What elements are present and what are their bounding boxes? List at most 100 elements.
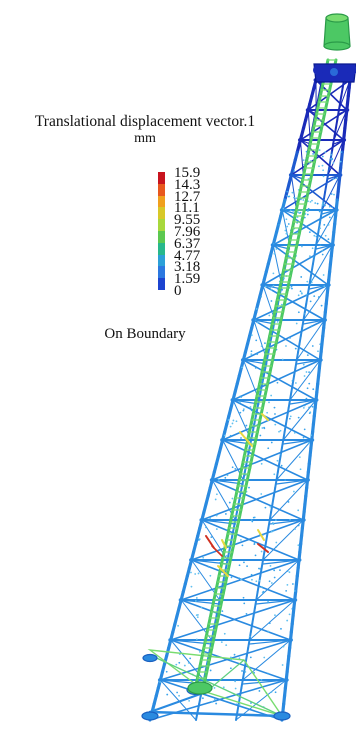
legend-swatch [158, 278, 165, 290]
mesh-sample-dot [306, 387, 309, 390]
tower-top-cap [313, 13, 356, 83]
mesh-sample-dot [303, 312, 306, 315]
mesh-sample-dot [195, 597, 198, 599]
joint-node [230, 398, 236, 402]
tower-leg-back [284, 415, 289, 425]
mesh-sample-dot [303, 404, 306, 407]
mesh-sample-dot [220, 641, 223, 644]
mesh-sample-dot [200, 606, 203, 609]
mesh-sample-dot [305, 397, 308, 400]
mesh-sample-dot [272, 272, 275, 275]
tower-leg-back [252, 607, 256, 617]
tower-leg-back [269, 335, 273, 345]
mesh-sample-dot [262, 380, 264, 382]
mesh-sample-dot [274, 691, 277, 694]
mesh-sample-dot [269, 564, 272, 567]
mesh-sample-dot [250, 353, 253, 355]
diagonal-brace [333, 109, 348, 141]
diagonal-brace [281, 209, 334, 246]
legend-tick-label: 1.59 [174, 271, 201, 288]
mesh-sample-dot [229, 425, 232, 428]
mesh-sample-dot [297, 544, 300, 547]
mesh-sample-dot [292, 490, 295, 493]
mesh-sample-dot [235, 703, 238, 706]
tower-leg-back [213, 615, 218, 625]
mesh-sample-dot [320, 304, 323, 307]
yellow-hotspot [221, 539, 227, 549]
joint-node [313, 398, 319, 402]
mesh-sample-dot [197, 572, 200, 575]
yellow-hotspot [261, 413, 269, 421]
mesh-sample-dot [177, 624, 179, 627]
mesh-sample-dot [210, 536, 213, 539]
mesh-sample-dot [226, 474, 229, 477]
mesh-sample-dot [253, 543, 256, 545]
mesh-sample-dot [324, 204, 326, 207]
mesh-sample-dot [238, 657, 241, 660]
mesh-sample-dot [302, 436, 305, 439]
mesh-sample-dot [294, 528, 296, 530]
mesh-sample-dot [310, 281, 313, 284]
mesh-sample-dot [316, 202, 319, 205]
mesh-sample-dot [299, 290, 302, 293]
tower-leg-back [241, 671, 246, 681]
tower-leg-back [301, 319, 305, 329]
diagonal-brace [232, 399, 313, 441]
mesh-sample-dot [258, 690, 261, 692]
mesh-sample-dot [273, 252, 276, 255]
mesh-sample-dot [218, 561, 221, 564]
mesh-sample-dot [215, 702, 218, 705]
diagonal-brace [272, 244, 330, 286]
mesh-sample-dot [280, 464, 283, 467]
mesh-sample-dot [235, 420, 238, 423]
mesh-sample-dot [273, 473, 276, 476]
base-beam [149, 691, 207, 713]
mesh-sample-dot [240, 578, 242, 581]
mesh-sample-dot [293, 196, 295, 199]
tower-leg-back [316, 231, 320, 241]
tower-leg-back [282, 431, 286, 441]
mesh-sample-dot [273, 406, 276, 409]
horizontal-strut [262, 559, 300, 565]
mesh-sample-dot [243, 602, 246, 605]
diagonal-brace [307, 109, 311, 141]
mesh-sample-dot [260, 462, 263, 465]
mesh-sample-dot [242, 409, 245, 412]
mesh-sample-dot [190, 585, 193, 588]
footing [141, 711, 159, 721]
joint-node [329, 243, 335, 247]
mesh-sample-dot [286, 570, 289, 572]
mesh-sample-dot [278, 430, 280, 433]
tower-leg-back [265, 351, 270, 361]
mesh-sample-dot [318, 210, 321, 213]
mesh-sample-dot [289, 415, 292, 418]
mesh-sample-dot [281, 358, 284, 361]
legend-swatch [158, 207, 165, 220]
diagonal-brace [180, 599, 292, 641]
mesh-sample-dot [195, 638, 198, 641]
mesh-sample-dot [175, 663, 178, 666]
mesh-sample-dot [335, 177, 338, 179]
horizontal-strut [282, 439, 313, 445]
horizontal-strut [296, 359, 321, 365]
mesh-sample-dot [284, 229, 287, 232]
diagonal-brace [221, 399, 317, 441]
joint-node [333, 208, 339, 212]
mesh-sample-dot [293, 170, 295, 172]
legend-footer: On Boundary [104, 326, 186, 342]
tower-leg-back [237, 495, 242, 505]
tower-leg-back [287, 399, 291, 409]
mesh-sample-dot [321, 203, 324, 206]
legend-swatch [158, 266, 165, 279]
mesh-sample-dot [264, 285, 267, 288]
mesh-sample-dot [285, 218, 288, 221]
mesh-sample-dot [270, 691, 273, 694]
tower-leg-back [245, 647, 250, 657]
tower-leg-back [221, 575, 226, 585]
mesh-sample-dot [224, 476, 227, 479]
diagonal-brace [290, 174, 297, 211]
mesh-sample-dot [308, 442, 310, 444]
mesh-sample-dot [211, 701, 214, 703]
legend-swatch [158, 219, 165, 231]
